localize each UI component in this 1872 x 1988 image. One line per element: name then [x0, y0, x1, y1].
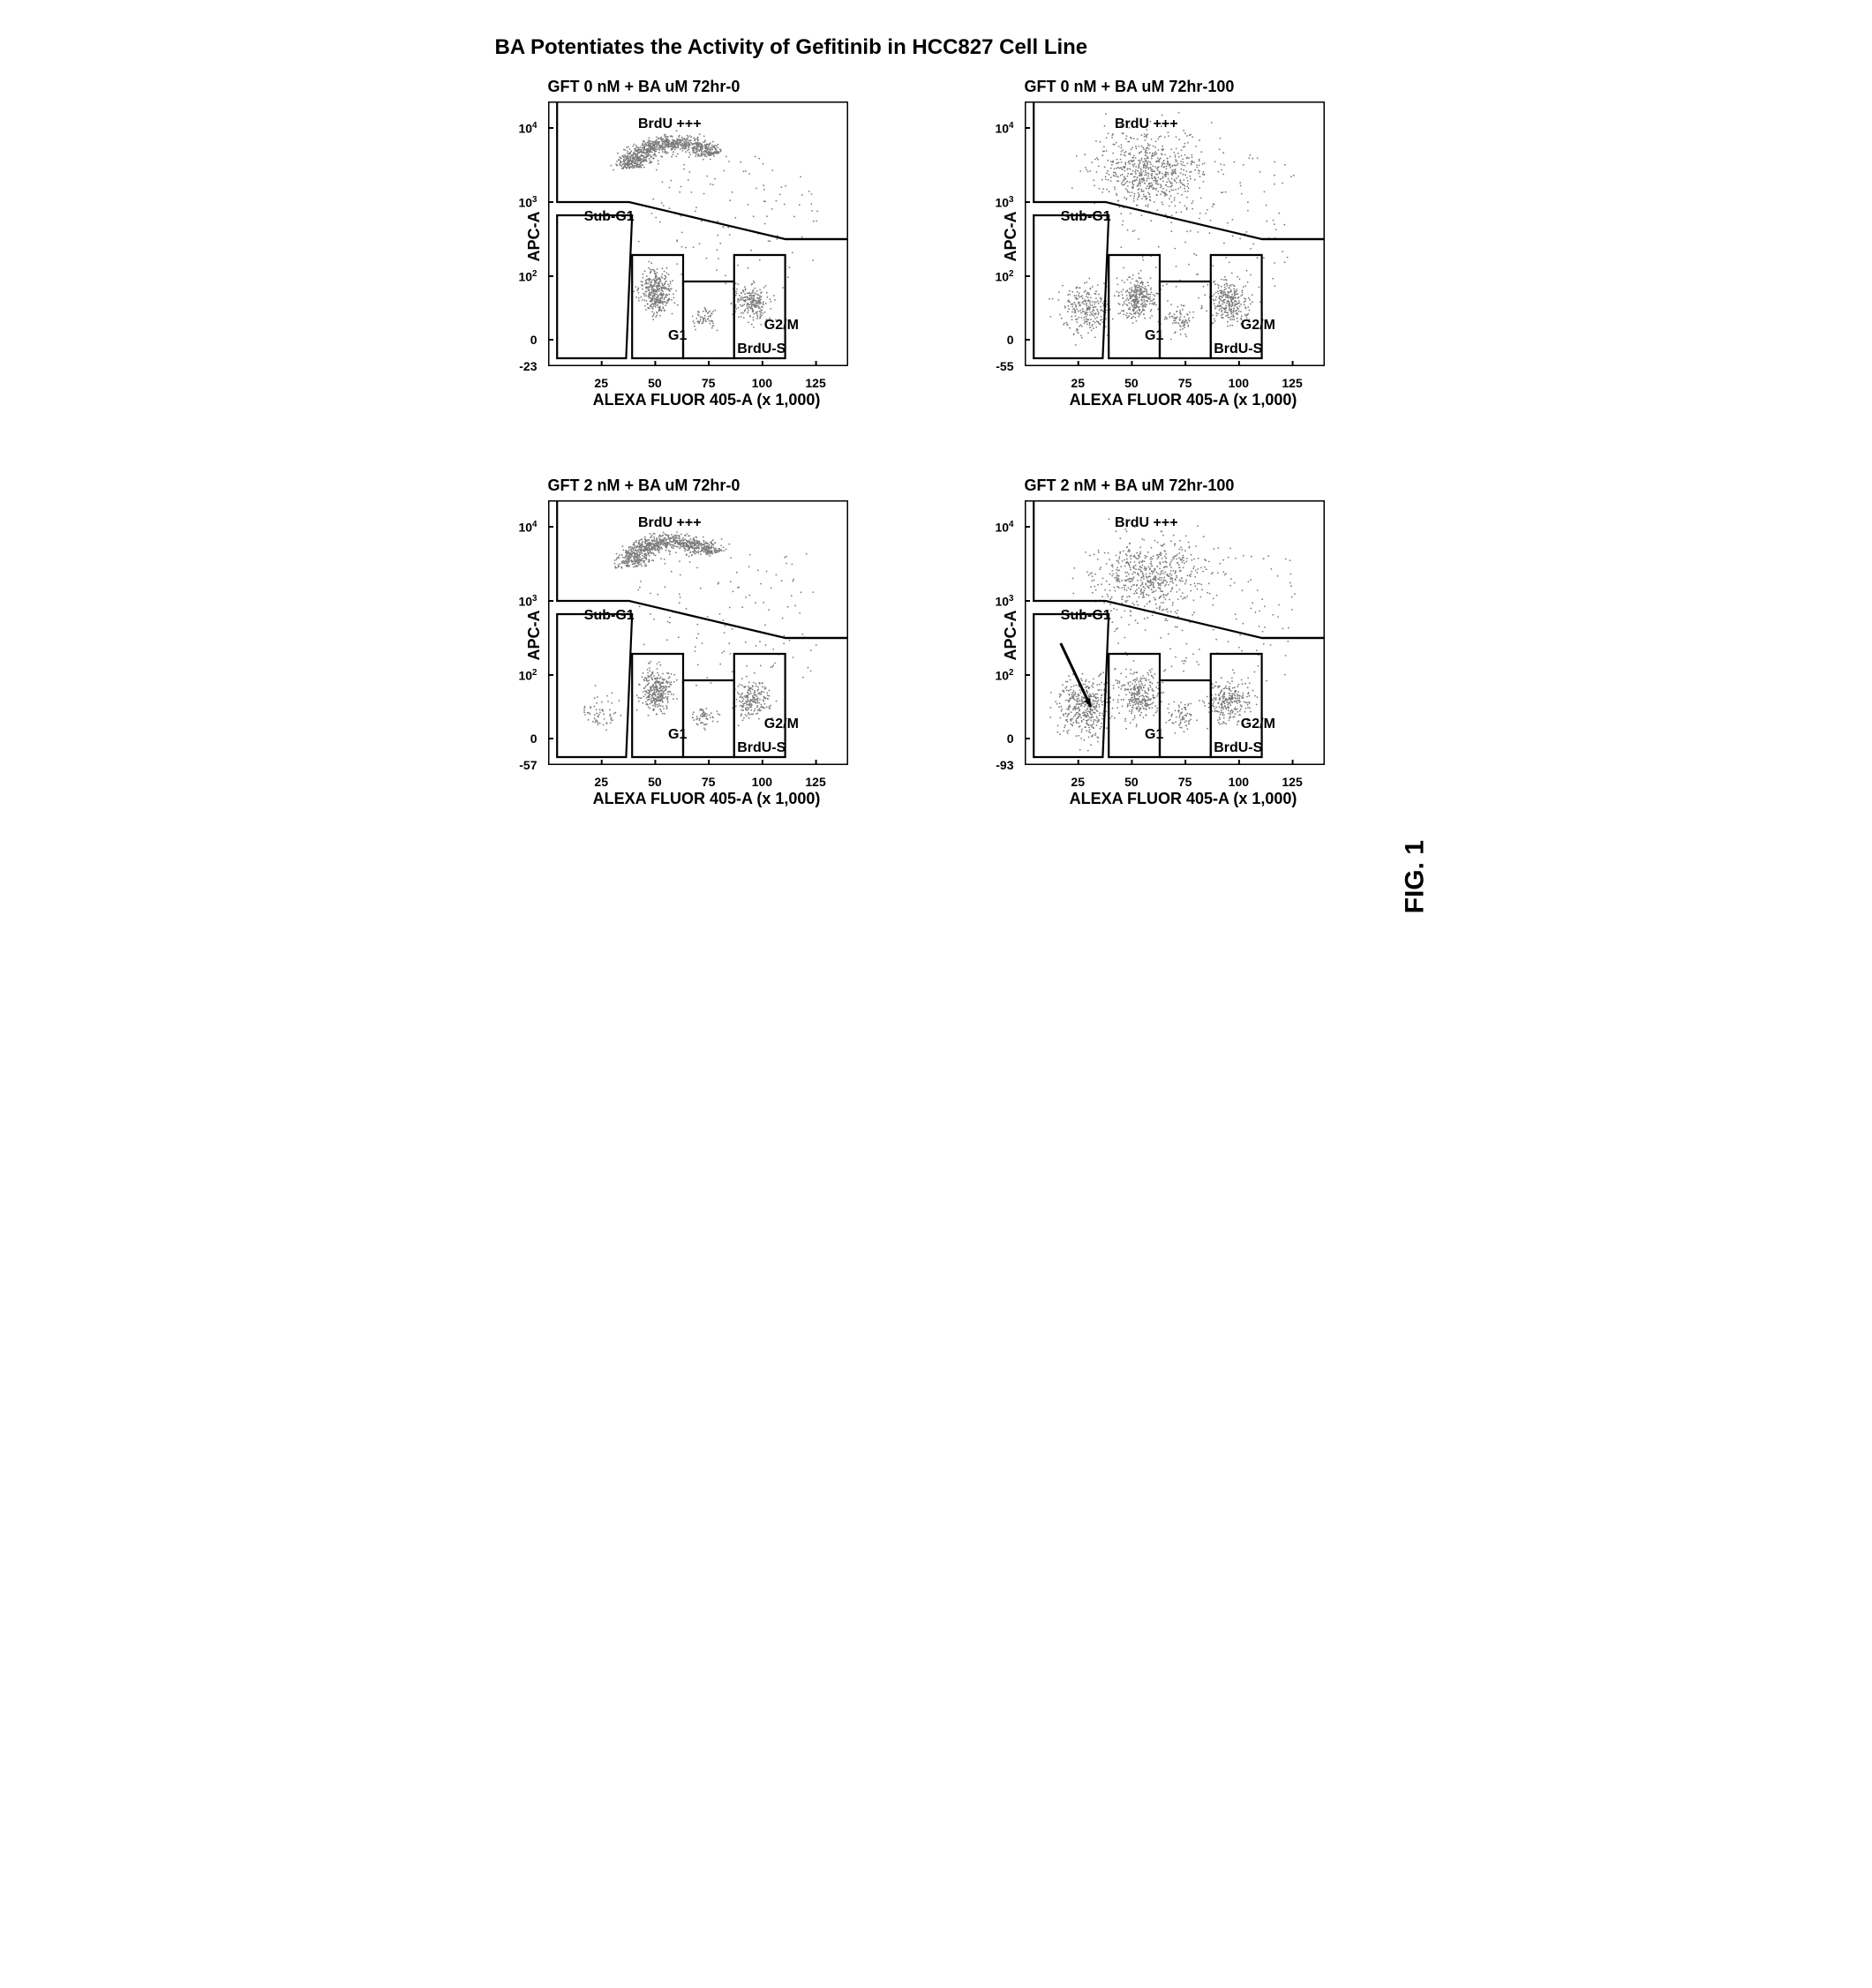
panel-title: GFT 0 nM + BA uM 72hr-100 [1025, 78, 1342, 96]
panel-title: GFT 2 nM + BA uM 72hr-0 [548, 476, 866, 495]
plot-area: BrdU +++Sub-G1G1BrdU-SG2/M APC-A ALEXA F… [1025, 500, 1342, 769]
panel-top-left: GFT 0 nM + BA uM 72hr-0 BrdU +++ Sub-G1 G1… [495, 78, 866, 424]
panel-bottom-right: GFT 2 nM + BA uM 72hr-100 BrdU +++Sub-G1… [972, 476, 1342, 822]
x-axis-label: ALEXA FLUOR 405-A (x 1,000) [593, 391, 821, 409]
svg-text:G1: G1 [1145, 328, 1163, 343]
y-axis-label: APC-A [1002, 610, 1020, 660]
svg-text:BrdU +++: BrdU +++ [1115, 116, 1178, 131]
figure-number-label: FIG. 1 [1401, 840, 1431, 913]
x-axis-label: ALEXA FLUOR 405-A (x 1,000) [1070, 790, 1297, 808]
scatter-plot: BrdU +++Sub-G1G1BrdU-SG2/M [548, 500, 848, 765]
plot-area: BrdU +++Sub-G1G1BrdU-SG2/M APC-A ALEXA F… [548, 101, 866, 371]
plot-area: BrdU +++Sub-G1G1BrdU-SG2/M APC-A ALEXA F… [548, 500, 866, 769]
svg-text:BrdU +++: BrdU +++ [638, 116, 702, 131]
plot-area: BrdU +++Sub-G1G1BrdU-SG2/M APC-A ALEXA F… [1025, 101, 1342, 371]
panel-grid: GFT 0 nM + BA uM 72hr-0 BrdU +++Sub-G1G1… [495, 78, 1378, 822]
y-axis-label: APC-A [1002, 211, 1020, 261]
scatter-plot: BrdU +++Sub-G1G1BrdU-SG2/M [1025, 500, 1325, 765]
y-axis-label: APC-A [525, 211, 544, 261]
x-axis-label: ALEXA FLUOR 405-A (x 1,000) [593, 790, 821, 808]
y-axis-label: APC-A [525, 610, 544, 660]
panel-title: GFT 2 nM + BA uM 72hr-100 [1025, 476, 1342, 495]
svg-text:Sub-G1: Sub-G1 [1060, 209, 1110, 224]
panel-title: GFT 0 nM + BA uM 72hr-0 [548, 78, 866, 96]
scatter-plot: BrdU +++ Sub-G1 G1 BrdU-S G2/M [548, 101, 848, 366]
svg-text:BrdU-S: BrdU-S [737, 341, 786, 356]
svg-text:G2/M: G2/M [1240, 318, 1274, 333]
figure-title: BA Potentiates the Activity of Gefitinib… [495, 35, 1378, 60]
panel-bottom-left: GFT 2 nM + BA uM 72hr-0 BrdU +++Sub-G1G1… [495, 476, 866, 822]
figure-container: BA Potentiates the Activity of Gefitinib… [495, 35, 1378, 822]
svg-text:Sub-G1: Sub-G1 [583, 209, 634, 224]
svg-text:G1: G1 [668, 328, 687, 343]
panel-top-right: GFT 0 nM + BA uM 72hr-100 BrdU +++ Sub-G1… [972, 78, 1342, 424]
x-axis-label: ALEXA FLUOR 405-A (x 1,000) [1070, 391, 1297, 409]
svg-text:G2/M: G2/M [763, 318, 798, 333]
svg-text:BrdU-S: BrdU-S [1214, 341, 1262, 356]
scatter-plot: BrdU +++ Sub-G1 G1 BrdU-S G2/M [1025, 101, 1325, 366]
